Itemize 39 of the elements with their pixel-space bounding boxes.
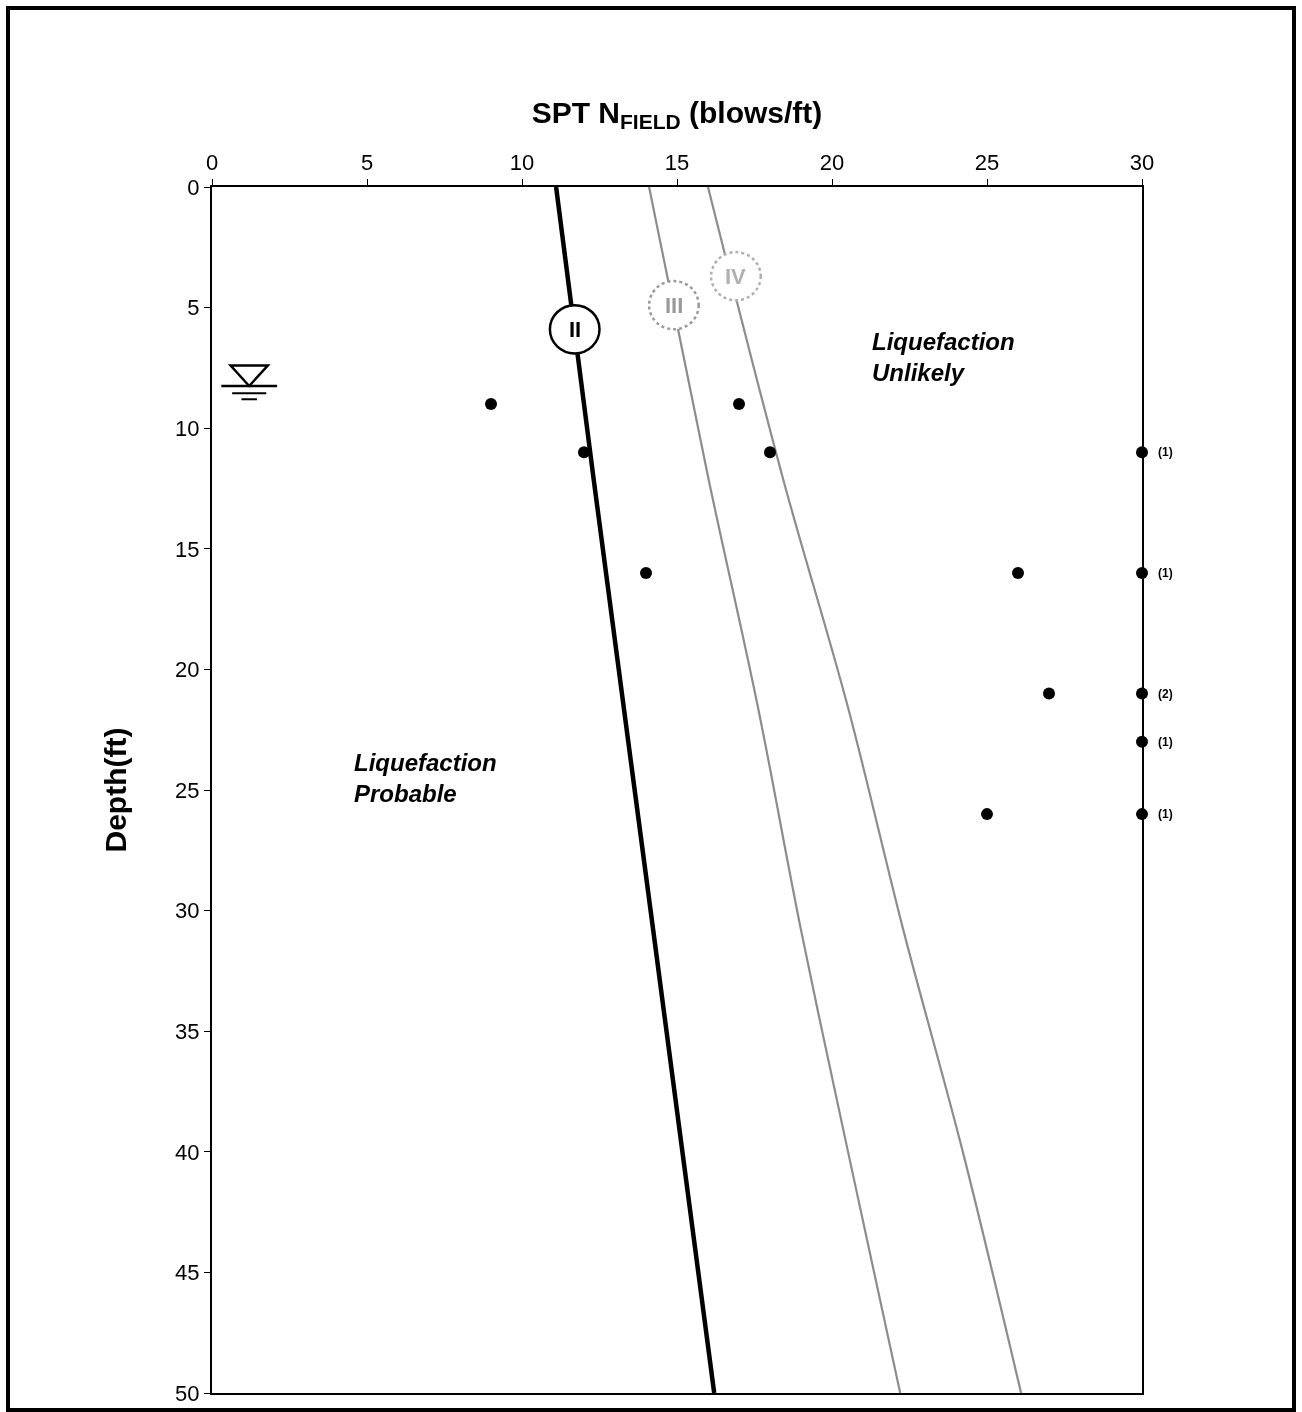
point bbox=[578, 446, 590, 459]
annotation: Liquefaction Probable bbox=[354, 749, 497, 808]
x-tick-label: 15 bbox=[664, 150, 690, 176]
y-tick-label: 10 bbox=[175, 415, 200, 441]
annotation: (1) bbox=[1158, 807, 1173, 821]
x-tick-label: 20 bbox=[819, 150, 845, 176]
y-axis-title: Depth(ft) bbox=[98, 727, 132, 853]
annotation: (1) bbox=[1158, 566, 1173, 580]
annotation: III bbox=[665, 293, 684, 318]
y-tick-label: 15 bbox=[175, 536, 200, 562]
point bbox=[640, 566, 652, 579]
point bbox=[981, 808, 993, 821]
x-tick-label: 25 bbox=[974, 150, 1000, 176]
x-tick-label: 30 bbox=[1129, 150, 1155, 176]
annotation: (2) bbox=[1158, 687, 1173, 701]
x-tick-label: 10 bbox=[509, 150, 535, 176]
y-tick-label: 50 bbox=[175, 1380, 200, 1406]
x-tick-label: 5 bbox=[360, 150, 374, 176]
y-tick-label: 0 bbox=[187, 174, 200, 200]
point bbox=[1012, 566, 1024, 579]
x-tick-label: 0 bbox=[205, 150, 219, 176]
annotation: (1) bbox=[1158, 735, 1173, 749]
point bbox=[733, 398, 745, 411]
y-tick-label: 30 bbox=[175, 898, 200, 924]
y-tick-label: 20 bbox=[175, 657, 200, 683]
annotation: IV bbox=[725, 264, 747, 289]
y-tick-label: 35 bbox=[175, 1018, 200, 1044]
point bbox=[764, 446, 776, 459]
point bbox=[1043, 687, 1055, 700]
annotation: Liquefaction Unlikely bbox=[872, 328, 1015, 387]
x-axis-title: SPT N$_{FIELD}$ (blows/ft) bbox=[531, 95, 823, 133]
y-tick-label: 45 bbox=[175, 1260, 200, 1286]
point bbox=[485, 398, 497, 411]
y-tick-label: 25 bbox=[175, 777, 200, 803]
y-tick-label: 40 bbox=[175, 1139, 200, 1165]
annotation: (1) bbox=[1158, 445, 1173, 459]
y-tick-label: 5 bbox=[187, 295, 200, 321]
line-series bbox=[706, 187, 1023, 1393]
annotation: II bbox=[569, 317, 582, 342]
